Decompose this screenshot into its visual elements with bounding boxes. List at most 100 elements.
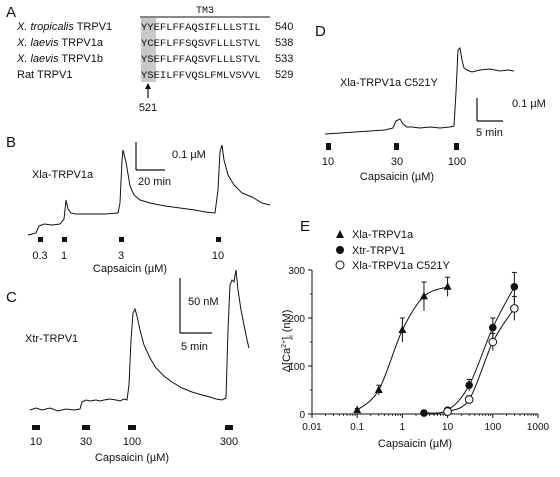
data-point-circle-filled [420, 409, 428, 417]
application-marker [82, 425, 90, 430]
residue-end: 538 [275, 37, 293, 49]
fit-curve [447, 308, 515, 413]
protein-name: TRPV1 [34, 69, 72, 81]
construct-label: Xtr-TRPV1 [25, 333, 78, 345]
dose-label: 30 [391, 156, 403, 168]
x-tick-label: 1 [400, 422, 406, 433]
calcium-trace [27, 144, 271, 236]
x-axis-title: Capsaicin (µM) [378, 438, 452, 450]
svg-text:Rat TRPV1: Rat TRPV1 [17, 69, 72, 81]
panel-e-letter: E [300, 218, 310, 235]
data-point-circle-filled [510, 283, 519, 291]
application-marker [225, 425, 233, 430]
legend-label: Xla-TRPV1a [352, 229, 414, 241]
panel-a-letter: A [6, 4, 16, 21]
y-tick-label: 300 [288, 266, 305, 277]
dose-label: 0.3 [32, 250, 47, 262]
alignment-row: X. laevis TRPV1b YSEFLFFAQSVFLLLSTVL 533 [16, 53, 293, 66]
protein-name: TRPV1a [59, 37, 104, 49]
residue-end: 540 [275, 21, 293, 33]
data-point-circle-filled [465, 381, 473, 390]
legend-marker-circle-filled [336, 246, 344, 254]
alignment-row: X. tropicalis TRPV1 YYEFLFFAQSIFLLLSTIL … [16, 21, 293, 34]
panel-a: A TM3 X. tropicalis TRPV1 YYEFLFFAQSIFLL… [6, 4, 293, 114]
sequence: YYEFLFFAQSIFLLLSTIL [141, 22, 261, 34]
species-name: Rat [17, 69, 34, 81]
dose-label: 3 [118, 250, 124, 262]
panel-b: B Xla-TRPV1a 0.1 µM 20 min 0.3 1 3 10 Ca… [6, 134, 271, 275]
dose-label: 100 [123, 436, 141, 448]
dose-label: 30 [80, 436, 92, 448]
data-point-circle-open [443, 407, 452, 416]
application-marker [32, 425, 40, 430]
sequence: YCEFLFFSQSVFLLLSTVL [141, 38, 261, 50]
alignment-row: Rat TRPV1 YSEILFFVQSLFMLVSVVL 529 [17, 69, 293, 82]
residue-end: 533 [275, 53, 293, 65]
scale-y-label: 50 nM [188, 296, 219, 308]
arrow-up-icon [145, 83, 151, 98]
dose-label: 100 [448, 156, 466, 168]
dose-label: 300 [220, 436, 238, 448]
application-marker [326, 143, 331, 150]
legend-marker-circle-open [335, 260, 345, 270]
application-marker [128, 425, 136, 430]
x-tick-label: 10 [442, 422, 454, 433]
data-point-triangle [419, 291, 428, 300]
scale-x-label: 5 min [476, 127, 503, 139]
construct-label: Xla-TRPV1a [32, 169, 94, 181]
construct-label: Xla-TRPV1a C521Y [340, 77, 438, 89]
data-point-circle-filled [489, 323, 497, 332]
protein-name: TRPV1 [74, 21, 112, 33]
fit-curve [423, 286, 515, 414]
application-marker [454, 143, 459, 150]
dose-response-plot: 0.01 0.1 1 10 100 1000 0 100 200 300 [288, 266, 549, 433]
legend-label: Xtr-TRPV1 [352, 245, 405, 257]
svg-text:X. laevis TRPV1b: X. laevis TRPV1b [16, 53, 103, 65]
y-tick-label: 200 [288, 314, 305, 325]
scale-x-label: 5 min [181, 341, 208, 353]
species-name: X. tropicalis [16, 21, 74, 33]
legend-label: Xla-TRPV1a C521Y [352, 260, 450, 272]
residue-end: 529 [275, 69, 293, 81]
application-marker [119, 237, 124, 242]
legend: Xla-TRPV1a Xtr-TRPV1 Xla-TRPV1a C521Y [335, 229, 450, 272]
data-point-triangle [353, 405, 362, 414]
panel-d-letter: D [315, 23, 326, 40]
calcium-trace [29, 269, 250, 412]
panel-c-letter: C [6, 289, 17, 306]
application-marker [38, 237, 43, 242]
data-point-triangle [374, 385, 383, 393]
svg-text:X. laevis TRPV1a: X. laevis TRPV1a [16, 37, 104, 49]
x-tick-label: 100 [484, 422, 501, 433]
residue-highlight [141, 18, 156, 82]
scale-x-label: 20 min [138, 176, 171, 188]
species-name: X. laevis [16, 37, 59, 49]
dose-label: 10 [322, 156, 334, 168]
panel-d: D Xla-TRPV1a C521Y 0.1 µM 5 min 10 30 10… [315, 23, 546, 183]
sequence: YSEFLFFAQSVFLLLSTVL [141, 54, 261, 66]
sequence: YSEILFFVQSLFMLVSVVL [141, 70, 261, 82]
svg-text:X. tropicalis TRPV1: X. tropicalis TRPV1 [16, 21, 112, 33]
species-name: X. laevis [16, 53, 59, 65]
y-axis-title: Δ[Ca2+]i (nM) [281, 310, 295, 373]
axis-label: Capsaicin (µM) [95, 452, 169, 464]
application-marker [394, 143, 399, 150]
scale-y-label: 0.1 µM [512, 98, 546, 110]
data-point-circle-open [510, 304, 519, 313]
y-tick-label: 0 [299, 410, 305, 421]
data-point-triangle [443, 282, 452, 290]
calcium-trace [324, 46, 515, 135]
tm3-label: TM3 [196, 6, 214, 17]
y-tick-label: 100 [288, 362, 305, 373]
panel-e: E Xla-TRPV1a Xtr-TRPV1 Xla-TRPV1a C521Y … [281, 218, 550, 450]
panel-b-letter: B [6, 134, 16, 151]
data-point-circle-open [488, 337, 498, 347]
axis-label: Capsaicin (µM) [93, 263, 167, 275]
dose-label: 10 [212, 250, 224, 262]
scale-y-label: 0.1 µM [172, 149, 206, 161]
alignment-row: X. laevis TRPV1a YCEFLFFSQSVFLLLSTVL 538 [16, 37, 293, 50]
x-tick-label: 0.1 [350, 422, 364, 433]
dose-label: 10 [30, 436, 42, 448]
data-point-triangle [398, 325, 407, 333]
